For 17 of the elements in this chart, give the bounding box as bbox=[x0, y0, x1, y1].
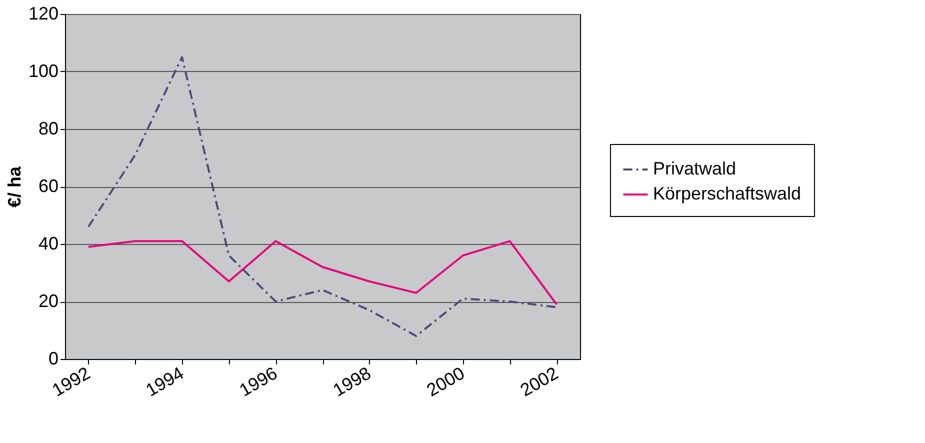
y-tick-label: 20 bbox=[38, 291, 58, 311]
x-tick-label: 2000 bbox=[423, 362, 468, 400]
x-tick-label: 1998 bbox=[330, 362, 374, 400]
y-axis-title: €/ ha bbox=[4, 166, 24, 208]
y-tick-label: 120 bbox=[28, 4, 58, 24]
line-series bbox=[87, 56, 558, 337]
y-tick-label: 40 bbox=[38, 234, 58, 254]
x-tick-label: 2002 bbox=[516, 362, 562, 400]
legend-label: Körperschaftswald bbox=[653, 184, 802, 204]
y-tick-label: 60 bbox=[38, 176, 58, 196]
y-tick-label: 0 bbox=[48, 348, 58, 368]
line-series bbox=[87, 240, 558, 306]
x-tick-label: 1994 bbox=[142, 362, 188, 400]
y-tick-label: 100 bbox=[28, 61, 58, 81]
y-tick-label: 80 bbox=[38, 118, 58, 138]
x-tick-label: 1996 bbox=[236, 362, 281, 400]
legend-label: Privatwald bbox=[653, 158, 736, 178]
